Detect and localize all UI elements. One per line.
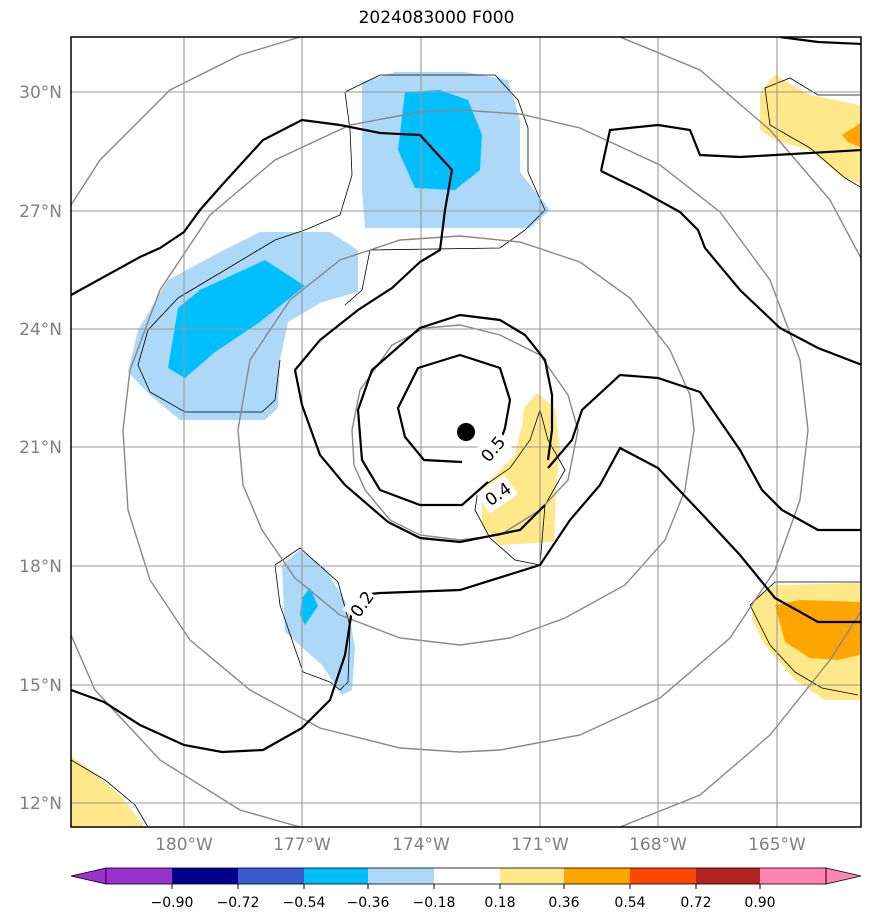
colorbar-tick-6: 0.36 xyxy=(548,895,579,911)
colorbar-bin-4 xyxy=(368,868,434,884)
bold-contours xyxy=(71,37,861,754)
colorbar-bin-6 xyxy=(500,868,564,884)
colorbar-tick-8: 0.72 xyxy=(680,895,711,911)
map-title: 2024083000 F000 xyxy=(358,8,515,28)
contour-0.4 xyxy=(356,313,554,507)
colorbar-bin-9 xyxy=(696,868,760,884)
colorbar-extend-low xyxy=(70,867,107,885)
pos-anomaly-ne xyxy=(760,75,861,185)
contour-0.2 xyxy=(351,446,861,624)
pos-anomaly-sw xyxy=(71,756,145,827)
lat-label-12: 12°N xyxy=(19,794,62,814)
colorbar-tick-7: 0.54 xyxy=(614,895,645,911)
lon-label-180: 180°W xyxy=(155,835,213,855)
lat-label-30: 30°N xyxy=(19,83,62,103)
colorbar-tick-4: −0.18 xyxy=(413,895,456,911)
colorbar-extend-high xyxy=(825,867,862,885)
lat-label-21: 21°N xyxy=(19,438,62,458)
neg-anomaly-north-core xyxy=(398,90,482,190)
colorbar-bin-10 xyxy=(760,868,826,884)
colorbar-bin-0 xyxy=(106,868,172,884)
map-plot-area xyxy=(71,37,861,827)
shaded-anomaly-fields xyxy=(71,72,861,827)
contour-0.5 xyxy=(396,353,512,464)
graticule xyxy=(71,37,861,827)
lon-label-165: 165°W xyxy=(748,835,806,855)
lon-label-174: 174°W xyxy=(392,835,450,855)
longitude-labels: 180°W 177°W 174°W 171°W 168°W 165°W xyxy=(155,835,806,855)
colorbar-tick-3: −0.36 xyxy=(347,895,390,911)
range-rings xyxy=(71,37,861,827)
contour-0.2-loop xyxy=(71,609,354,754)
colorbar-bin-3 xyxy=(304,868,368,884)
pos-anomaly-se-core xyxy=(775,600,860,660)
lat-label-24: 24°N xyxy=(19,320,62,340)
colorbar-tick-5: 0.18 xyxy=(484,895,515,911)
lat-label-15: 15°N xyxy=(19,676,62,696)
shading-outlines xyxy=(71,74,861,827)
lat-label-18: 18°N xyxy=(19,557,62,577)
lat-label-27: 27°N xyxy=(19,202,62,222)
colorbar-bin-1 xyxy=(172,868,238,884)
colorbar: −0.90 −0.72 −0.54 −0.36 −0.18 0.18 0.36 … xyxy=(70,867,862,911)
colorbar-bin-5 xyxy=(434,868,500,884)
storm-center-dot xyxy=(457,423,475,441)
neg-anomaly-west-core xyxy=(168,260,305,378)
latitude-labels: 30°N 27°N 24°N 21°N 18°N 15°N 12°N xyxy=(19,83,62,814)
colorbar-bin-7 xyxy=(564,868,630,884)
pos-anomaly-ne-core xyxy=(842,122,861,148)
colorbar-bin-2 xyxy=(238,868,304,884)
neg-anomaly-south-core xyxy=(300,588,318,625)
colorbar-tick-9: 0.90 xyxy=(744,895,775,911)
colorbar-tick-2: −0.54 xyxy=(283,895,326,911)
lon-label-171: 171°W xyxy=(511,835,569,855)
colorbar-bin-8 xyxy=(630,868,696,884)
lon-label-168: 168°W xyxy=(629,835,687,855)
neg-anomaly-south xyxy=(282,550,355,695)
map-frame xyxy=(70,36,862,828)
colorbar-tick-0: −0.90 xyxy=(151,895,194,911)
lon-label-177: 177°W xyxy=(273,835,331,855)
colorbar-tick-1: −0.72 xyxy=(217,895,260,911)
